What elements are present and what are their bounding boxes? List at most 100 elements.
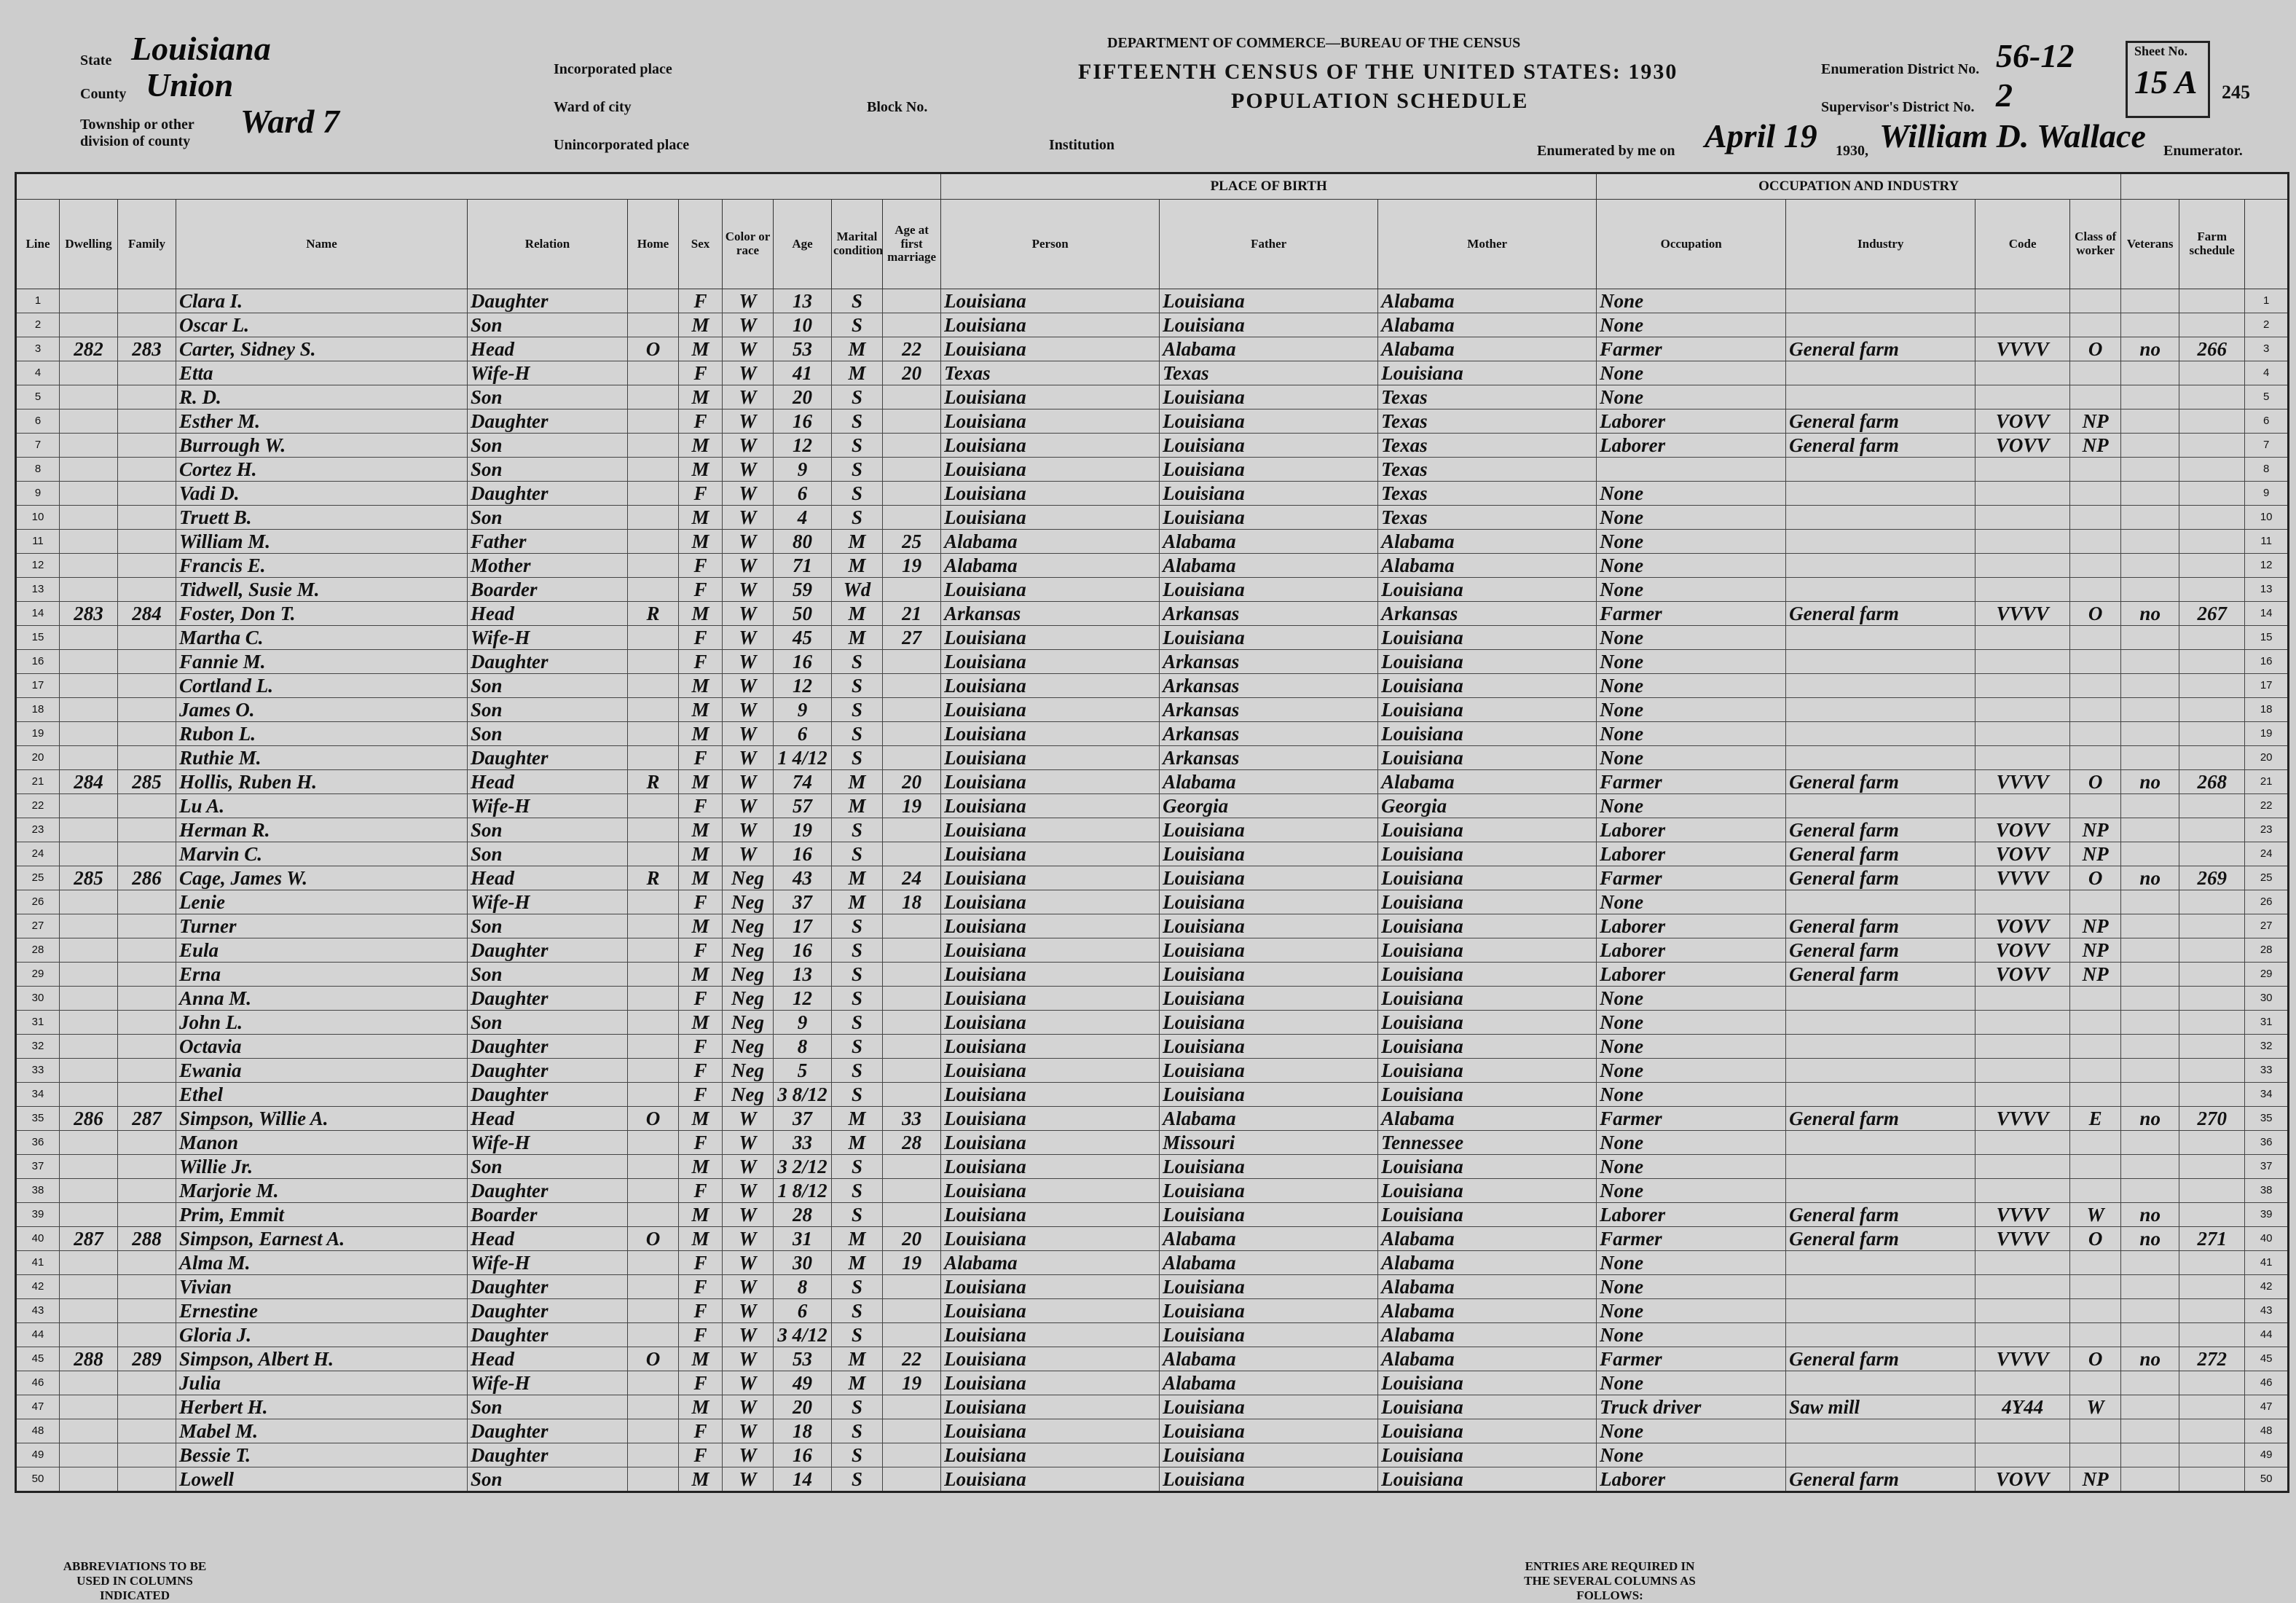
cell-family: 287 [117,1106,176,1131]
cell-name: Marjorie M. [176,1178,468,1203]
cell-birthplace: Louisiana [940,962,1160,987]
cell-race: W [722,745,774,770]
column-header: Name [176,199,468,289]
person-row: 29 Erna Son M Neg 13 S Louisiana Louisiana Louisi… [15,962,2289,987]
cell-veteran [2120,697,2180,722]
person-row: 21 284 285 Hollis, Ruben H. Head R M W 74 M 20 Loui… [15,769,2289,794]
cell-code [1975,289,2071,313]
cell-industry: General farm [1785,1467,1976,1492]
cell-father: Louisiana [1159,385,1379,409]
cell-industry: General farm [1785,409,1976,434]
cell-relation: Daughter [467,1058,628,1083]
cell-married-age: 21 [881,601,942,626]
cell-sex: F [678,1178,723,1203]
cell-line: 46 [2244,1371,2289,1395]
cell-mother: Louisiana [1377,649,1597,674]
cell-race: Neg [722,1082,774,1107]
cell-home: O [627,1106,679,1131]
cell-occupation: None [1596,481,1787,506]
cell-veteran [2120,914,2180,938]
cell-family [117,529,176,554]
cell-sex: F [678,1130,723,1155]
cell-married-age: 19 [881,1250,942,1275]
cell-code [1975,793,2071,818]
cell-line: 19 [2244,721,2289,746]
person-row: 5 R. D. Son M W 20 S Louisiana Louisiana Texas Non… [15,385,2289,409]
cell-race: W [722,1395,774,1419]
cell-father: Louisiana [1159,1443,1379,1467]
cell-marital: S [831,1298,883,1323]
cell-occupation: None [1596,313,1787,337]
county-label: County [80,86,127,102]
cell-father: Alabama [1159,553,1379,578]
person-row: 25 285 286 Cage, James W. Head R M Neg 43 M 24 Loui… [15,866,2289,890]
cell-birthplace: Alabama [940,1250,1160,1275]
cell-occupation: None [1596,1154,1787,1179]
cell-father: Louisiana [1159,1419,1379,1443]
cell-line: 35 [15,1106,60,1131]
cell-home [627,505,679,530]
cell-home [627,721,679,746]
cell-mother: Alabama [1377,289,1597,313]
cell-farm [2179,1130,2246,1155]
table-head: PLACE OF BIRTH OCCUPATION AND INDUSTRY Lin… [15,173,2289,289]
cell-occupation: None [1596,721,1787,746]
cell-occupation: Farmer [1596,1347,1787,1371]
person-row: 9 Vadi D. Daughter F W 6 S Louisiana Louisiana Te… [15,481,2289,506]
cell-occupation: Farmer [1596,1106,1787,1131]
cell-married-age [881,481,942,506]
cell-mother: Louisiana [1377,1371,1597,1395]
cell-sex: F [678,361,723,385]
cell-name: Etta [176,361,468,385]
cell-code [1975,313,2071,337]
cell-age: 12 [773,433,832,458]
cell-dwelling [59,1395,118,1419]
cell-dwelling [59,1298,118,1323]
cell-line: 23 [2244,818,2289,842]
cell-home [627,1443,679,1467]
cell-class [2069,289,2122,313]
cell-birthplace: Louisiana [940,938,1160,963]
cell-marital: S [831,1034,883,1059]
cell-name: Lowell [176,1467,468,1492]
cell-relation: Daughter [467,938,628,963]
cell-line: 9 [2244,481,2289,506]
cell-race: W [722,1322,774,1347]
cell-father: Louisiana [1159,986,1379,1011]
cell-family [117,1322,176,1347]
cell-occupation: None [1596,553,1787,578]
cell-code [1975,1130,2071,1155]
cell-industry: General farm [1785,938,1976,963]
cell-father: Arkansas [1159,745,1379,770]
cell-veteran: no [2120,866,2180,890]
cell-industry [1785,649,1976,674]
cell-birthplace: Louisiana [940,721,1160,746]
cell-father: Louisiana [1159,409,1379,434]
cell-sex: F [678,1298,723,1323]
cell-name: Simpson, Albert H. [176,1347,468,1371]
cell-veteran [2120,1467,2180,1492]
cell-married-age [881,1467,942,1492]
cell-line: 11 [15,529,60,554]
cell-industry [1785,1250,1976,1275]
cell-race: W [722,553,774,578]
cell-home [627,986,679,1011]
cell-marital: S [831,385,883,409]
cell-marital: S [831,914,883,938]
cell-mother: Louisiana [1377,745,1597,770]
cell-married-age [881,1322,942,1347]
person-row: 19 Rubon L. Son M W 6 S Louisiana Arkansas Louisi… [15,721,2289,746]
cell-age: 12 [773,986,832,1011]
cell-birthplace: Louisiana [940,1347,1160,1371]
cell-birthplace: Louisiana [940,337,1160,361]
cell-line: 50 [2244,1467,2289,1492]
cell-farm: 272 [2179,1347,2246,1371]
cell-birthplace: Louisiana [940,409,1160,434]
cell-class [2069,1419,2122,1443]
cell-family: 284 [117,601,176,626]
cell-class [2069,1250,2122,1275]
cell-line: 13 [2244,577,2289,602]
cell-name: Willie Jr. [176,1154,468,1179]
cell-name: Ruthie M. [176,745,468,770]
cell-dwelling [59,505,118,530]
